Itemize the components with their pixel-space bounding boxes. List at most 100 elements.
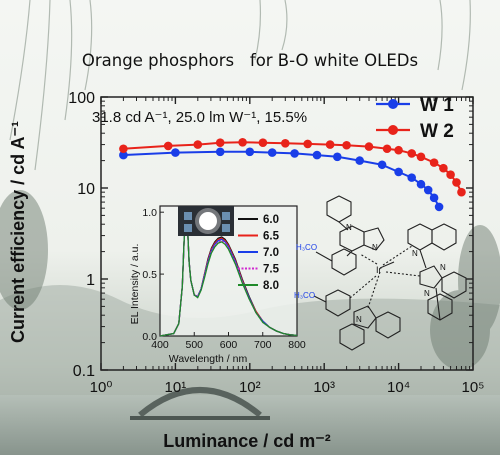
imidazole-ring-bottom	[353, 305, 377, 329]
inset-y-axis-label: EL Intensity / a.u.	[129, 244, 141, 325]
phenyl-ring-right	[427, 293, 453, 321]
data-point-w2	[325, 140, 335, 149]
series-line-w1	[123, 150, 440, 208]
data-point-w2	[238, 137, 247, 147]
data-point-w1	[215, 147, 225, 157]
iridium-label: Ir	[376, 265, 382, 275]
data-point-w1	[290, 149, 299, 158]
data-point-w1	[407, 173, 417, 182]
data-point-w1	[377, 160, 387, 170]
data-point-w2	[416, 152, 426, 162]
data-point-w1	[355, 156, 364, 165]
data-point-w2	[452, 178, 461, 187]
nitrogen-label-2: N	[372, 243, 378, 252]
data-point-w1	[267, 148, 277, 157]
legend-marker-w1	[388, 99, 398, 109]
inset-y-tick-label: 0.5	[142, 269, 157, 281]
inset-x-tick-label: 800	[288, 339, 306, 351]
inset-y-tick-label: 0.0	[142, 331, 157, 343]
inset-legend-label-v6-0: 6.0	[263, 214, 279, 226]
efficiency-annotation: 31.8 cd A⁻¹, 25.0 lm W⁻¹, 15.5%	[92, 109, 307, 126]
methoxyphenyl-ring-top	[331, 248, 357, 276]
data-point-w2	[429, 158, 439, 167]
data-point-w1	[119, 150, 128, 160]
nitrogen-label-3: N	[356, 315, 362, 324]
data-point-w1	[429, 193, 439, 203]
main-plot-frame	[100, 96, 474, 371]
data-point-w2	[193, 140, 203, 149]
x-tick-label: 10⁰	[90, 379, 113, 396]
phenyl-ring-bottom	[339, 323, 365, 351]
x-tick-label: 10¹	[165, 379, 187, 396]
data-point-w2	[215, 138, 225, 147]
methoxyphenyl-ring-bottom	[325, 289, 351, 317]
data-point-w1	[245, 147, 255, 157]
inset-x-axis-label: Wavelength / nm	[169, 353, 248, 365]
benzimidazole-ring-bottom	[375, 311, 401, 339]
nitrogen-label-4: N	[412, 249, 418, 258]
quinoline-ring-b	[431, 223, 457, 251]
imidazole-ring-right	[419, 265, 443, 289]
data-point-w1	[423, 185, 433, 195]
figure-title: Orange phosphors for B-O white OLEDs	[82, 51, 418, 70]
data-point-w2	[382, 144, 392, 154]
benzimidazole-ring-right	[441, 271, 467, 299]
inset-y-tick-label: 1.0	[142, 207, 157, 219]
data-point-w2	[394, 145, 403, 155]
inset-ticks: 400 500 600 700 800 0.0 0.5 1.0	[142, 207, 306, 351]
inset-legend-label-v7-5: 7.5	[263, 264, 280, 276]
y-tick-label: 100	[68, 90, 95, 107]
inset-x-tick-label: 600	[220, 339, 238, 351]
main-plot: 10⁰ 10¹ 10² 10³ 10⁴ 10⁵ 0.1 1 10 100	[68, 90, 484, 396]
inset-x-tick-label: 400	[151, 339, 169, 351]
inset-x-tick-label: 700	[254, 339, 272, 351]
device-photo	[178, 206, 234, 236]
inset-legend-label-v6-5: 6.5	[263, 231, 280, 243]
inset-legend-label-v7-0: 7.0	[263, 247, 279, 259]
x-tick-label: 10⁴	[387, 379, 410, 396]
data-point-w2	[439, 163, 448, 173]
main-plot-ticks: 10⁰ 10¹ 10² 10³ 10⁴ 10⁵ 0.1 1 10 100	[68, 90, 484, 396]
inset-legend-label-v8-0: 8.0	[263, 280, 279, 292]
data-point-w2	[280, 138, 290, 148]
inset-spectrum-plot: 400 500 600 700 800 0.0 0.5 1.0 6.0 6.5 7.0 7.5 8.0…	[129, 205, 306, 365]
y-tick-label: 10	[77, 181, 95, 198]
data-point-w1	[434, 202, 444, 212]
methoxy-label-top: H₃CO	[296, 243, 317, 252]
data-point-w1	[312, 150, 322, 160]
nitrogen-label-6: N	[440, 263, 446, 272]
data-point-w1	[171, 148, 180, 157]
data-point-w2	[163, 141, 173, 151]
data-point-w1	[394, 167, 403, 177]
y-tick-label: 0.1	[73, 363, 95, 380]
main-plot-series	[119, 137, 466, 212]
x-tick-label: 10²	[239, 379, 261, 396]
phenyl-ring-top	[326, 195, 352, 223]
data-point-w2	[258, 138, 268, 147]
data-point-w2	[303, 139, 312, 149]
legend-marker-w2	[388, 125, 398, 135]
data-point-w1	[416, 179, 426, 189]
imidazole-ring-top	[363, 227, 385, 251]
legend-label-w1: W 1	[420, 95, 454, 116]
nitrogen-label-5: N	[424, 289, 430, 298]
data-point-w1	[333, 152, 342, 162]
inset-x-tick-label: 500	[185, 339, 203, 351]
main-legend: W 1W 2	[376, 95, 454, 142]
data-point-w2	[119, 144, 128, 154]
y-axis-label: Current efficiency / cd A⁻¹	[8, 121, 28, 343]
data-point-w2	[457, 187, 466, 197]
x-axis-label: Luminance / cd m⁻²	[163, 431, 331, 451]
x-tick-label: 10³	[313, 379, 335, 396]
data-point-w2	[342, 140, 351, 150]
methoxy-label-bottom: H₃CO	[294, 291, 315, 300]
x-tick-label: 10⁵	[462, 379, 485, 396]
legend-label-w2: W 2	[420, 121, 454, 142]
inset-legend: 6.0 6.5 7.0 7.5 8.0	[238, 214, 280, 292]
ir-complex-structure	[313, 195, 467, 351]
y-tick-label: 1	[86, 272, 95, 289]
data-point-w2	[364, 142, 374, 151]
nitrogen-label-1: N	[346, 223, 352, 232]
data-point-w2	[446, 170, 455, 180]
